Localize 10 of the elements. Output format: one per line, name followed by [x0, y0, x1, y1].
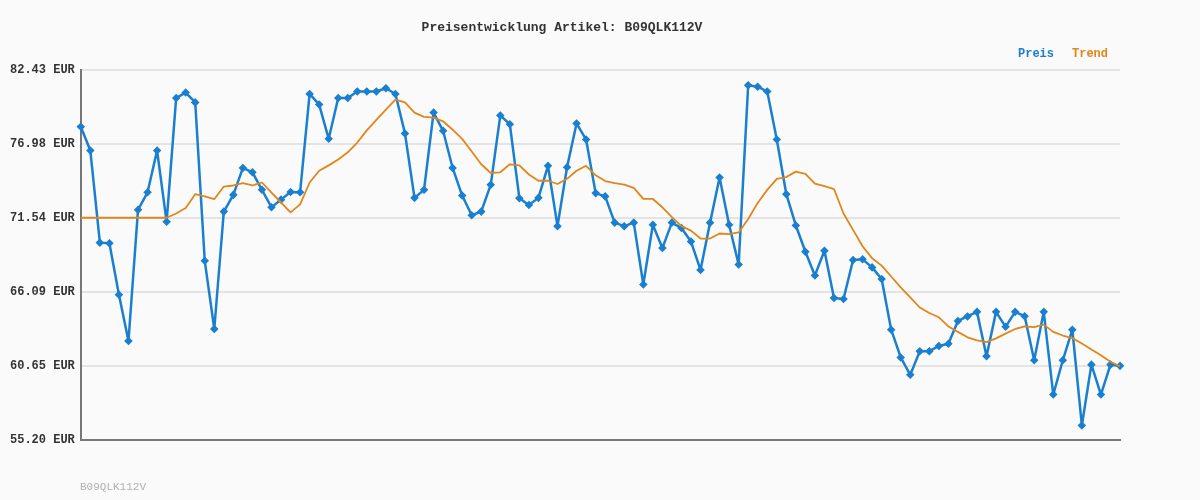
text: B09QLK112V [80, 480, 147, 493]
y-tick-label: 55.20 EUR [10, 433, 76, 448]
y-tick-label: 60.65 EUR [10, 358, 76, 373]
y-tick-label: 82.43 EUR [10, 62, 76, 77]
text: Trend [1071, 46, 1109, 61]
y-tick-label: 76.98 EUR [10, 136, 76, 151]
text: Preis [1017, 46, 1054, 61]
chart-title: Preisentwicklung Artikel: B09QLK112V [421, 20, 703, 36]
y-tick-label: 66.09 EUR [10, 284, 76, 299]
y-tick-label: 71.54 EUR [10, 210, 76, 225]
